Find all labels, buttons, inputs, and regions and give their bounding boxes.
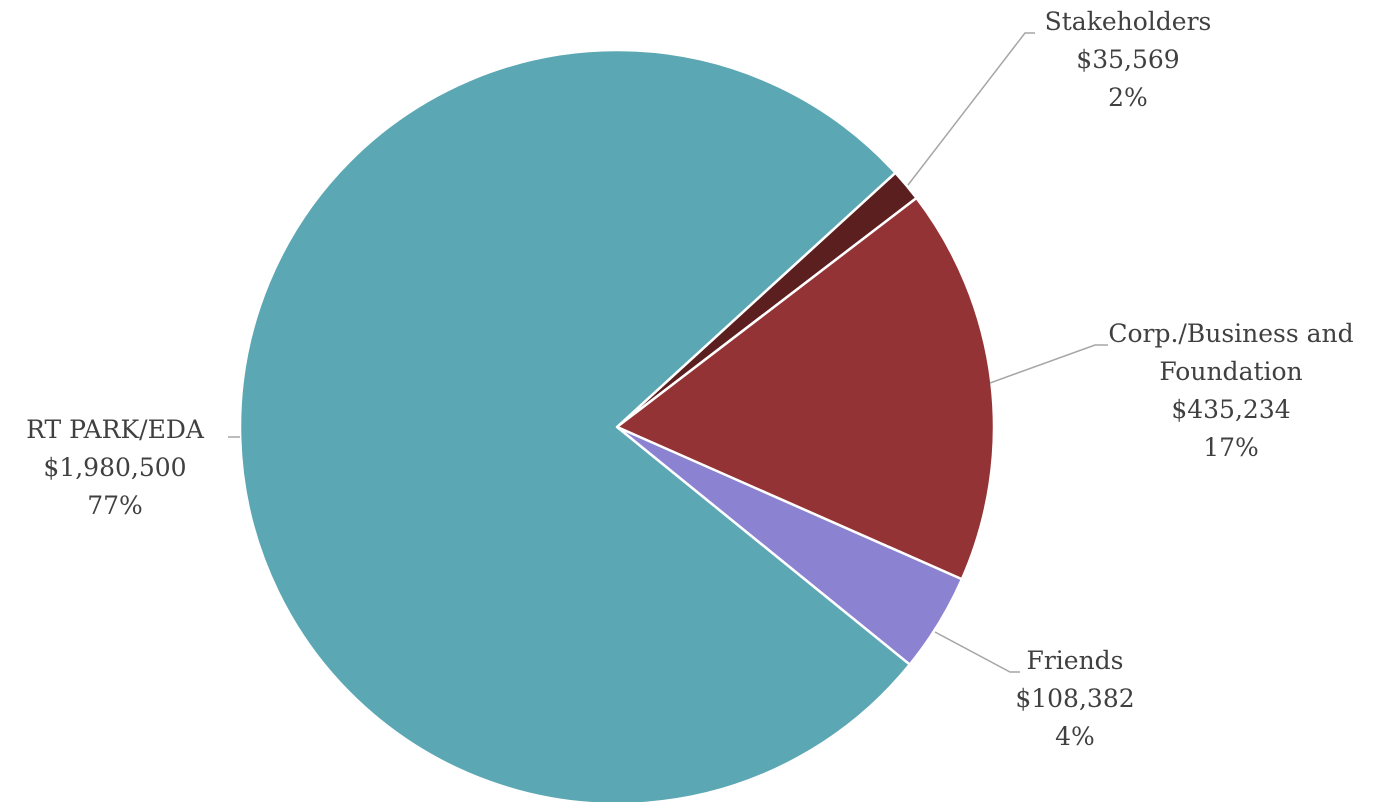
category-label: RT PARK/EDA <box>26 415 204 444</box>
data-label: Friends $108,382 4% <box>985 642 1165 756</box>
leader-line <box>989 344 1108 384</box>
value-label: $435,234 <box>1171 395 1291 424</box>
leader-lines <box>228 32 1108 673</box>
percent-label: 77% <box>87 491 143 520</box>
category-label: Stakeholders <box>1044 7 1212 36</box>
category-label: Corp./Business and Foundation <box>1108 319 1354 386</box>
pie <box>238 48 996 802</box>
data-label: RT PARK/EDA $1,980,500 77% <box>5 411 225 525</box>
percent-label: 4% <box>1055 722 1095 751</box>
leader-line <box>907 32 1035 186</box>
data-label: Stakeholders $35,569 2% <box>1028 3 1228 117</box>
leader-line <box>934 631 1020 673</box>
percent-label: 2% <box>1108 83 1148 112</box>
category-label: Friends <box>1026 646 1124 675</box>
value-label: $108,382 <box>1015 684 1135 713</box>
value-label: $35,569 <box>1076 45 1180 74</box>
value-label: $1,980,500 <box>43 453 187 482</box>
pie-slice <box>238 48 911 802</box>
data-label: Corp./Business and Foundation $435,234 1… <box>1100 315 1362 467</box>
percent-label: 17% <box>1203 433 1259 462</box>
